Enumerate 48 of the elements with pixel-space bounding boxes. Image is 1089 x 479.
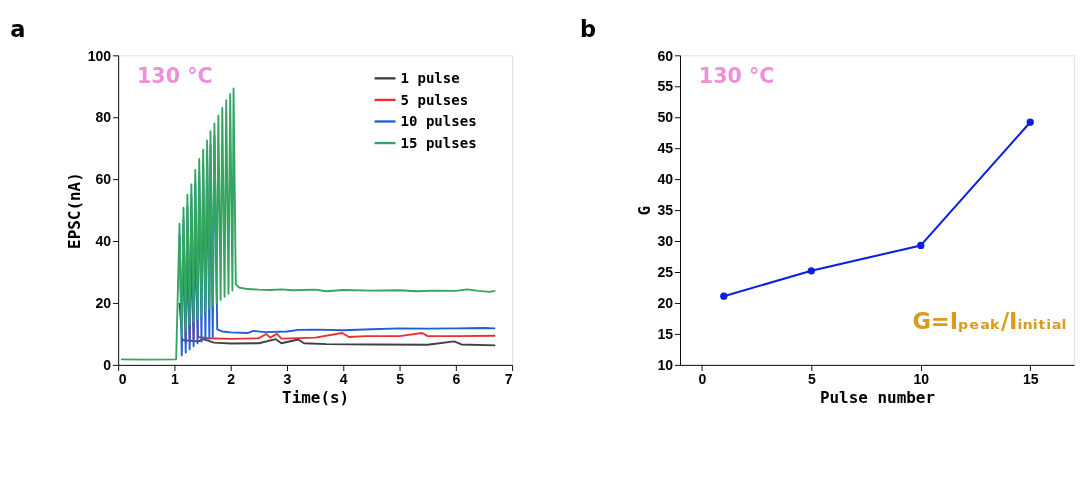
y-tick-label: 35: [657, 202, 674, 219]
y-tick-label: 50: [657, 109, 674, 126]
y-tick-label: 20: [657, 295, 674, 312]
legend-label: 15 pulses: [400, 134, 477, 151]
y-tick-label: 80: [95, 109, 112, 126]
y-tick-label: 0: [103, 357, 112, 374]
legend-label: 1 pulse: [400, 70, 460, 87]
x-tick-label: 0: [118, 371, 127, 388]
x-tick-label: 2: [227, 371, 236, 388]
point: [720, 292, 728, 300]
x-tick-label: 5: [807, 371, 816, 388]
x-tick-label: 3: [283, 371, 292, 388]
y-tick-label: 45: [657, 140, 674, 157]
y-axis-title: G: [634, 205, 654, 216]
annotation: 130 °C: [698, 63, 775, 88]
point: [1026, 118, 1034, 126]
line-series: [178, 302, 497, 347]
x-tick-label: 6: [452, 371, 461, 388]
y-tick-label: 55: [657, 78, 674, 95]
y-tick-label: 100: [87, 47, 112, 64]
y-tick-label: 60: [657, 47, 674, 64]
x-tick-label: 15: [1022, 371, 1039, 388]
y-tick-label: 60: [95, 171, 112, 188]
x-tick-label: 7: [504, 371, 513, 388]
y-tick-label: 10: [657, 357, 674, 374]
y-axis-title: EPSC(nA): [65, 172, 85, 249]
x-axis-title: Time(s): [282, 387, 350, 407]
x-tick-label: 4: [339, 371, 348, 388]
y-tick-label: 25: [657, 264, 674, 281]
y-tick-label: 30: [657, 233, 674, 250]
annotation: G=Iₚₑₐₖ/Iᵢₙᵢₜᵢₐₗ: [912, 308, 1067, 335]
y-tick-label: 20: [95, 295, 112, 312]
x-axis-title: Pulse number: [819, 387, 936, 407]
x-tick-label: 1: [171, 371, 180, 388]
chart-title: a: [10, 15, 26, 42]
chart-title: b: [579, 15, 597, 42]
y-tick-label: 15: [657, 326, 674, 343]
x-tick-label: 5: [396, 371, 405, 388]
y-tick-label: 40: [95, 233, 112, 250]
point: [807, 267, 815, 275]
legend-label: 5 pulses: [400, 91, 469, 108]
x-tick-label: 10: [913, 371, 930, 388]
point: [917, 241, 925, 250]
legend-label: 10 pulses: [400, 113, 477, 130]
line-series: [120, 87, 497, 361]
annotation: 130 °C: [136, 63, 213, 88]
x-tick-label: 0: [698, 371, 707, 388]
y-tick-label: 40: [657, 171, 674, 188]
